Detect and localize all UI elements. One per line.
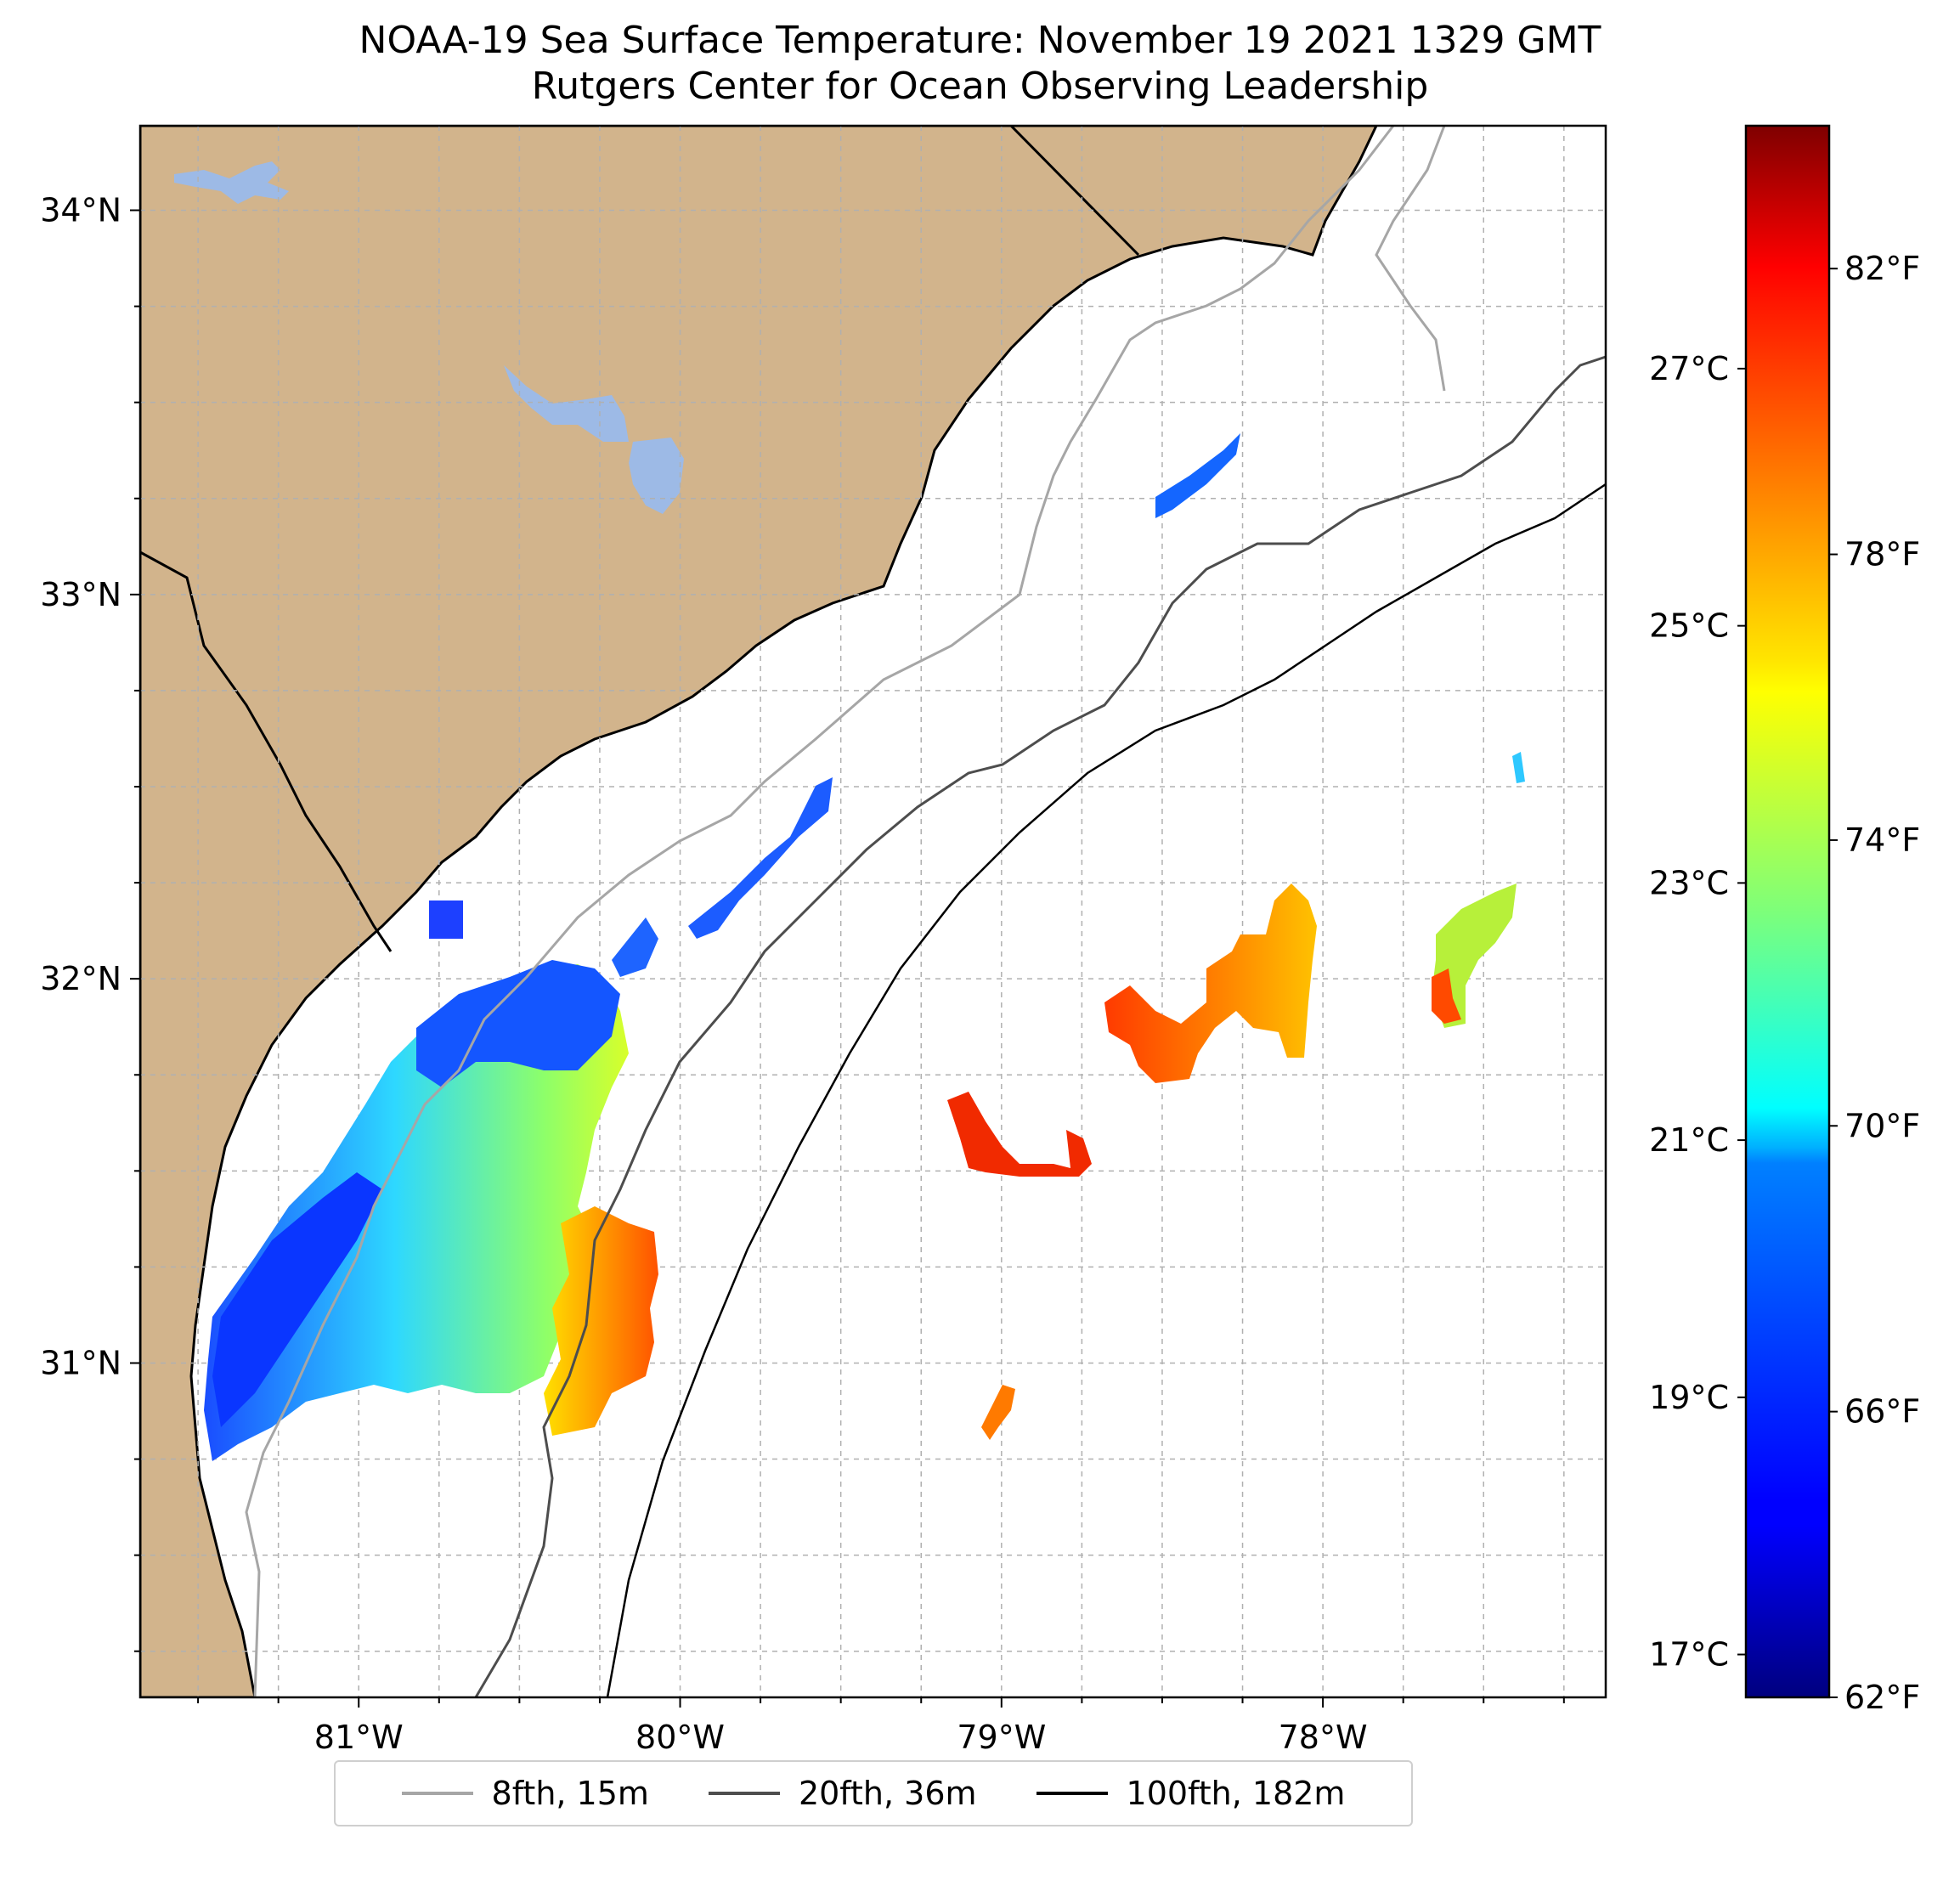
colorbar-label-c: 17°C xyxy=(1649,1636,1729,1674)
colorbar-label-c: 19°C xyxy=(1649,1379,1729,1416)
sst-gulf-stream-west xyxy=(947,1092,1092,1177)
colorbar-label-f: 70°F xyxy=(1844,1107,1920,1144)
sst-tiny-patch-2 xyxy=(429,900,463,939)
lake-marion xyxy=(504,365,629,442)
legend-item-20fth: 20fth, 36m xyxy=(708,1775,977,1812)
x-tick-label: 80°W xyxy=(635,1719,725,1756)
legend-item-8fth: 8fth, 15m xyxy=(401,1775,649,1812)
colorbar xyxy=(1744,124,1831,1699)
isobath-20fth xyxy=(474,355,1606,1697)
state-border-ga-sc xyxy=(140,550,393,952)
legend-swatch-8fth xyxy=(401,1792,473,1795)
sst-ribbon-upper xyxy=(612,917,658,977)
sst-gulf-stream-central xyxy=(1104,884,1317,1083)
chart-title: NOAA-19 Sea Surface Temperature: Novembe… xyxy=(359,19,1601,62)
colorbar-ticks: 62°F 66°F 70°F 74°F 78°F 82°F 17°C 19°C 21°C 23°C… xyxy=(1649,250,1920,1716)
colorbar-label-f: 74°F xyxy=(1844,821,1920,859)
colorbar-label-c: 23°C xyxy=(1649,864,1729,901)
sst-north-offshore-streak xyxy=(1155,433,1240,518)
x-tick-label: 79°W xyxy=(957,1719,1046,1756)
x-tick-label: 81°W xyxy=(314,1719,404,1756)
chart-subtitle: Rutgers Center for Ocean Observing Leade… xyxy=(531,65,1429,108)
legend-label-100fth: 100fth, 182m xyxy=(1126,1775,1346,1812)
land-mass xyxy=(140,126,1378,1697)
y-tick-label: 31°N xyxy=(40,1344,121,1381)
lake-moultrie xyxy=(629,438,684,514)
colorbar-label-f: 82°F xyxy=(1844,250,1920,287)
isobath-8fth xyxy=(245,126,1395,1697)
colorbar-label-f: 66°F xyxy=(1844,1393,1920,1431)
sst-gulf-stream-east-red xyxy=(1432,968,1461,1024)
colorbar-label-f: 78°F xyxy=(1844,536,1920,573)
sst-gulf-stream-east xyxy=(1432,884,1517,1028)
legend-swatch-20fth xyxy=(708,1792,780,1795)
isobath-100fth xyxy=(606,483,1606,1697)
state-border xyxy=(1009,126,1140,257)
colorbar-label-c: 25°C xyxy=(1649,607,1729,645)
sst-small-warm-patch xyxy=(981,1385,1015,1440)
isobath-legend: 8fth, 15m 20fth, 36m 100fth, 182m xyxy=(334,1760,1413,1826)
y-tick-label: 34°N xyxy=(40,192,121,229)
y-tick-label: 32°N xyxy=(40,960,121,997)
x-tick-label: 78°W xyxy=(1279,1719,1368,1756)
colorbar-label-c: 27°C xyxy=(1649,350,1729,387)
sst-nearshore-cold xyxy=(212,1172,382,1427)
sst-shelf-ribbon xyxy=(688,777,833,939)
legend-item-100fth: 100fth, 182m xyxy=(1036,1775,1346,1812)
colorbar-label-c: 21°C xyxy=(1649,1121,1729,1159)
sst-tiny-patch-1 xyxy=(1512,752,1525,783)
map-frame xyxy=(138,124,1607,1699)
sst-warm-tongue xyxy=(544,1206,658,1436)
lake-north xyxy=(174,161,289,204)
sst-nearshore-main xyxy=(204,964,629,1461)
legend-swatch-100fth xyxy=(1036,1792,1108,1795)
map-plot-area xyxy=(140,126,1606,1697)
isobath-8fth-offshore xyxy=(1375,126,1446,392)
axis-ticks: 81°W 80°W 79°W 78°W 34°N 33°N 32°N 31°N xyxy=(40,192,1565,1756)
colorbar-label-f: 62°F xyxy=(1844,1679,1920,1716)
legend-label-20fth: 20fth, 36m xyxy=(798,1775,977,1812)
legend-label-8fth: 8fth, 15m xyxy=(491,1775,649,1812)
y-tick-label: 33°N xyxy=(40,576,121,613)
